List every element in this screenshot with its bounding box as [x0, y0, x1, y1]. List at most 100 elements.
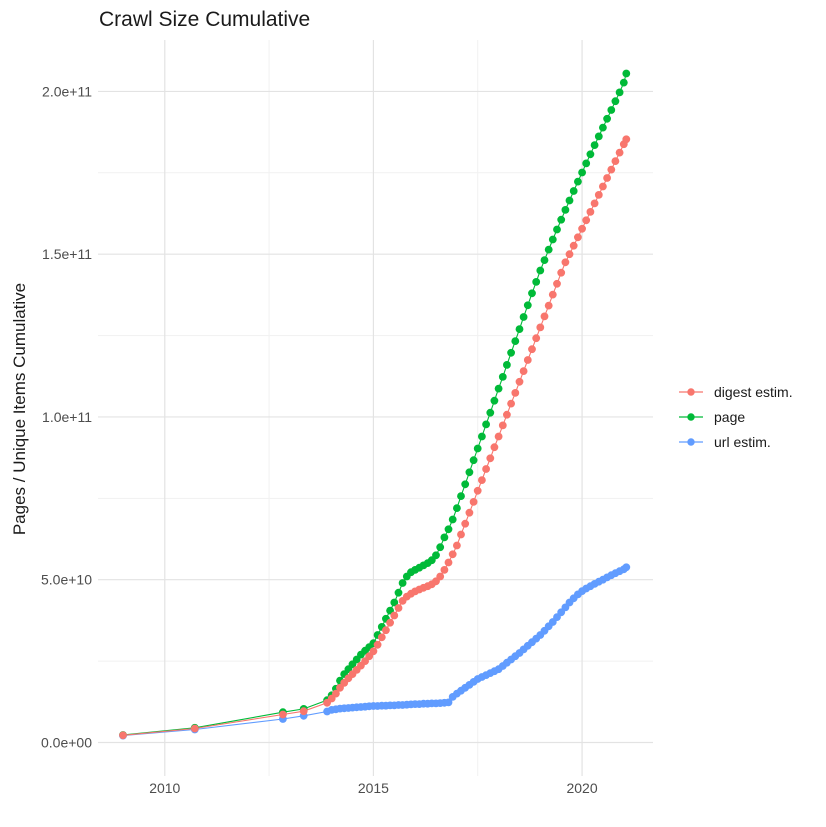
data-point — [582, 159, 591, 168]
data-point — [569, 187, 578, 195]
data-point — [377, 633, 386, 642]
data-point — [548, 235, 557, 244]
data-point — [432, 551, 440, 560]
data-point — [511, 337, 520, 345]
data-point — [515, 325, 524, 333]
data-point — [565, 196, 574, 205]
data-point — [390, 598, 399, 607]
data-point — [394, 588, 403, 597]
data-point — [279, 710, 287, 719]
data-point — [582, 216, 591, 225]
data-point — [540, 312, 549, 321]
data-point — [603, 114, 611, 123]
data-point — [569, 241, 578, 250]
data-point — [578, 168, 586, 177]
legend-item-page: page — [678, 404, 824, 429]
legend-key-page-icon — [679, 412, 703, 421]
legend-label-page: page — [714, 408, 746, 425]
data-point — [440, 566, 449, 574]
y-tick-label: 1.0e+11 — [42, 409, 92, 425]
data-point — [436, 543, 445, 552]
legend-item-digest: digest estim. — [678, 379, 824, 404]
data-point — [448, 550, 457, 559]
data-point — [523, 356, 532, 364]
data-point — [503, 361, 511, 369]
data-point — [465, 508, 474, 517]
data-point — [532, 334, 541, 343]
data-point — [444, 525, 453, 534]
data-point — [557, 215, 566, 224]
data-point — [511, 389, 520, 397]
data-point — [607, 106, 616, 114]
data-point — [394, 604, 403, 612]
data-point — [507, 348, 515, 357]
data-point — [490, 396, 499, 405]
data-point — [544, 245, 553, 254]
data-point — [478, 476, 486, 484]
data-point — [498, 373, 507, 381]
x-tick-label: 2015 — [358, 780, 389, 796]
data-point — [540, 256, 549, 264]
data-point — [528, 289, 536, 298]
data-point — [494, 432, 503, 441]
data-point — [498, 421, 507, 430]
data-point — [574, 177, 582, 186]
data-point — [519, 367, 528, 375]
data-point — [594, 132, 603, 141]
y-axis-title: Pages / Unique Items Cumulative — [10, 282, 29, 536]
data-point — [586, 208, 595, 216]
x-tick-label: 2020 — [566, 780, 597, 796]
data-point — [436, 572, 445, 581]
data-point — [119, 731, 127, 740]
data-point — [469, 498, 478, 506]
data-point — [553, 225, 561, 234]
data-point — [607, 165, 616, 174]
data-point — [482, 420, 490, 429]
data-point — [461, 480, 470, 489]
data-point — [561, 258, 570, 267]
data-point — [469, 456, 478, 465]
data-point — [473, 444, 482, 453]
data-point — [611, 97, 620, 106]
data-point — [611, 157, 620, 166]
series-points-url-estim- — [119, 563, 631, 740]
x-tick-label: 2010 — [149, 780, 180, 796]
data-point — [190, 724, 199, 733]
data-point — [453, 504, 461, 512]
data-point — [444, 698, 453, 707]
data-point — [444, 558, 453, 567]
data-point — [603, 174, 611, 182]
legend-label-url: url estim. — [714, 433, 771, 450]
data-point — [528, 345, 536, 354]
data-point — [574, 233, 582, 242]
data-point — [461, 519, 470, 528]
data-point — [494, 384, 503, 393]
data-point — [503, 410, 511, 419]
data-point — [457, 492, 465, 500]
data-point — [586, 150, 595, 159]
data-point — [561, 206, 570, 214]
legend-key-digest-icon — [679, 387, 703, 396]
data-point — [382, 626, 390, 635]
data-point — [390, 611, 399, 620]
y-tick-label: 1.5e+11 — [42, 246, 92, 262]
data-point — [373, 640, 382, 649]
data-point — [590, 199, 599, 208]
legend-label-digest: digest estim. — [714, 383, 793, 400]
data-point — [622, 69, 631, 78]
data-point — [453, 541, 461, 550]
data-point — [565, 250, 574, 259]
data-point — [548, 290, 557, 299]
legend-item-url: url estim. — [678, 429, 824, 454]
chart-title: Crawl Size Cumulative — [99, 8, 311, 31]
data-point — [486, 454, 495, 463]
data-point — [332, 689, 340, 698]
y-tick-label: 2.0e+11 — [42, 83, 92, 99]
data-point — [369, 647, 378, 656]
legend-key-url-icon — [679, 437, 703, 446]
data-point — [557, 268, 566, 277]
data-point — [532, 278, 541, 286]
data-point — [465, 468, 474, 477]
